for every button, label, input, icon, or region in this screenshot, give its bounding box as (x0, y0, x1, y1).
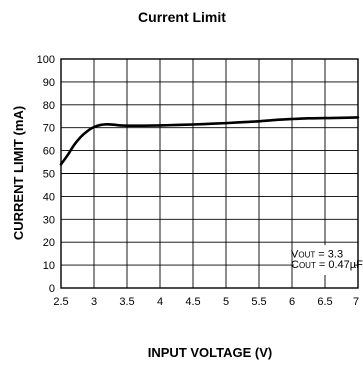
x-tick-label: 4.5 (185, 296, 200, 308)
annotation-cout: COUT = 0.47µF (291, 259, 363, 271)
x-axis-ticks: 2.5 3 3.5 4 4.5 5 5.5 6 6.5 7 (53, 296, 359, 308)
x-tick-label: 6.5 (317, 296, 332, 308)
x-tick-label: 7 (353, 296, 359, 308)
series-line (59, 116, 360, 166)
x-tick-label: 2.5 (53, 296, 68, 308)
x-tick-label: 6 (289, 296, 295, 308)
plot-area-frame (60, 58, 359, 289)
y-tick-label: 60 (43, 146, 55, 158)
x-tick-label: 3.5 (119, 296, 134, 308)
chart-title: Current Limit (138, 9, 226, 25)
annotation-vout: VOUT = 3.3 (291, 249, 343, 261)
y-axis-ticks: 0 10 20 30 40 50 60 70 80 90 100 (37, 54, 55, 295)
y-tick-label: 30 (43, 214, 55, 226)
y-tick-label: 20 (43, 237, 55, 249)
x-tick-label: 3 (91, 296, 97, 308)
x-tick-label: 5.5 (251, 296, 266, 308)
y-tick-label: 0 (49, 283, 55, 295)
y-axis-label: CURRENT LIMIT (mA) (11, 106, 26, 240)
x-axis-label: INPUT VOLTAGE (V) (148, 345, 272, 360)
y-tick-label: 40 (43, 191, 55, 203)
legend-box (294, 245, 354, 275)
y-tick-label: 70 (43, 123, 55, 135)
y-tick-label: 10 (43, 260, 55, 272)
y-tick-label: 90 (43, 77, 55, 89)
x-tick-label: 5 (223, 296, 229, 308)
y-tick-label: 50 (43, 169, 55, 181)
y-tick-label: 100 (37, 54, 55, 66)
y-tick-label: 80 (43, 100, 55, 112)
x-tick-label: 4 (157, 296, 163, 308)
